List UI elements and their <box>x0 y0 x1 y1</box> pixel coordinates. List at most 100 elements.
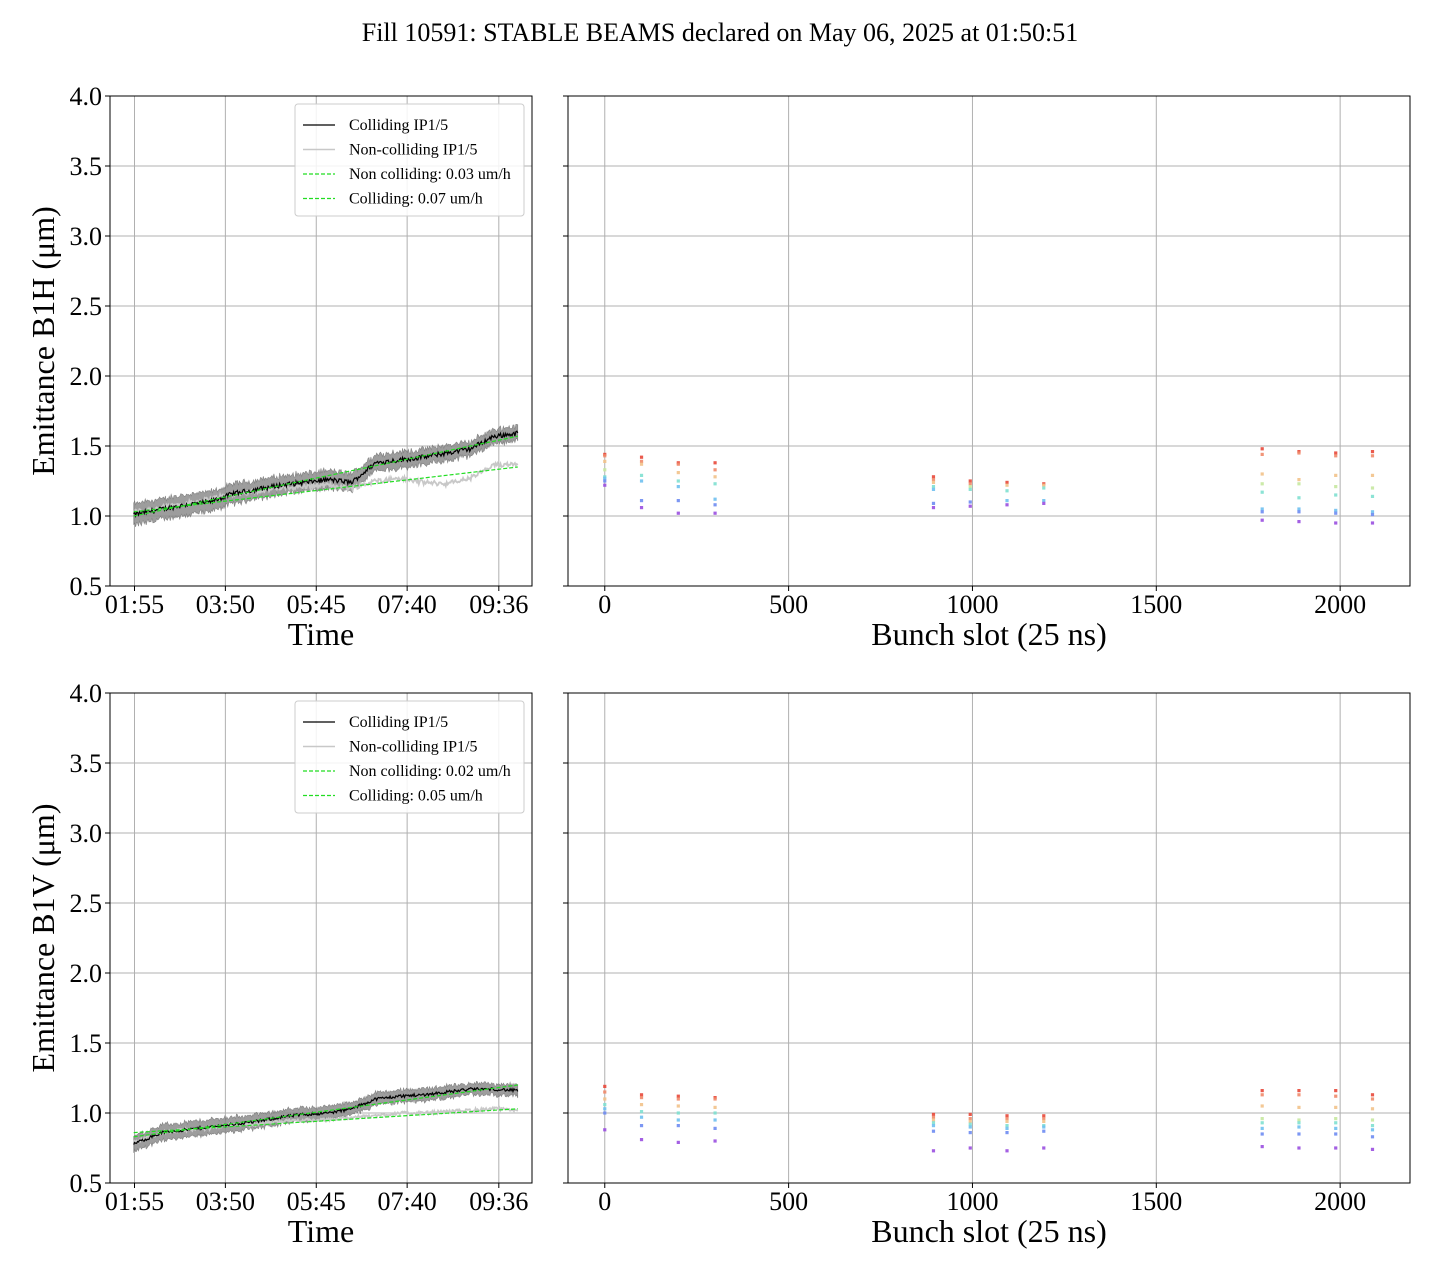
bunch-point <box>931 1115 936 1119</box>
x-tick-label: 1500 <box>1130 590 1182 619</box>
bunch-point <box>1260 452 1264 456</box>
bunch-point <box>676 485 680 489</box>
x-tick-label: 09:36 <box>469 1187 528 1216</box>
x-tick-label: 2000 <box>1314 1187 1366 1216</box>
bunch-point <box>639 499 644 503</box>
bunch-point <box>1260 472 1264 476</box>
y-tick-label: 1.5 <box>70 1029 103 1058</box>
bunch-point <box>1334 454 1338 458</box>
bunch-point <box>1260 1121 1264 1125</box>
bunch-point <box>1005 480 1009 484</box>
bunch-point <box>1260 1093 1264 1097</box>
bunch-point <box>713 468 717 472</box>
bunch-point <box>968 1131 972 1135</box>
bunch-point <box>1370 510 1375 514</box>
bunch-point <box>1005 489 1009 493</box>
bunch-point <box>1297 1121 1301 1125</box>
bunch-point <box>639 473 644 477</box>
y-tick-label: 1.0 <box>70 1099 103 1128</box>
y-tick-label: 4.0 <box>70 679 103 708</box>
legend-label: Non colliding: 0.02 um/h <box>349 763 511 780</box>
bunch-point <box>1334 451 1338 455</box>
bunch-point <box>1334 485 1338 489</box>
y-ticks: 0.5 1.0 1.5 2.0 2.5 3.0 3.5 4.0 <box>70 82 110 601</box>
bunch-point <box>713 503 717 507</box>
bunch-point <box>713 1126 717 1130</box>
bunch-point <box>1334 1146 1338 1150</box>
x-tick-label: 01:55 <box>105 590 164 619</box>
y-tick-label: 3.5 <box>70 749 103 778</box>
bunch-point <box>1334 508 1338 512</box>
bunch-point <box>1297 496 1301 500</box>
bunch-point <box>1042 501 1046 505</box>
bunch-point <box>639 1093 644 1097</box>
bunch-point <box>931 501 936 505</box>
bunch-point <box>639 1138 644 1142</box>
x-tick-label: 03:50 <box>196 1187 255 1216</box>
bunch-point <box>1334 1105 1338 1109</box>
bunch-point <box>603 1097 607 1101</box>
y-tick-label: 2.5 <box>70 889 103 918</box>
y-tick-label: 2.0 <box>70 362 103 391</box>
bunch-point <box>968 1117 972 1121</box>
series-colliding <box>133 1086 519 1145</box>
bunch-point <box>1005 1119 1009 1123</box>
legend-box <box>294 103 525 217</box>
y-tick-label: 3.5 <box>70 152 103 181</box>
subplot-time-b1v: Colliding IP1/5 Non-colliding IP1/5 Non co… <box>25 679 533 1249</box>
legend: Colliding IP1/5 Non-colliding IP1/5 Non co… <box>294 103 525 217</box>
bunch-point <box>931 1118 936 1122</box>
subplot-bunch-b1v: 0 500 1000 1500 2000 Bunch slot (25 ns) <box>563 692 1411 1249</box>
bunch-point <box>931 506 936 510</box>
y-ticks <box>563 95 568 587</box>
bunch-point <box>1334 521 1338 525</box>
x-tick-label: 500 <box>769 590 808 619</box>
bunch-point <box>1005 499 1009 503</box>
x-axis-label: Bunch slot (25 ns) <box>871 616 1107 652</box>
bunch-point <box>968 487 972 491</box>
bunch-point <box>676 499 680 503</box>
legend-label: Colliding IP1/5 <box>349 117 448 134</box>
axes-frame <box>567 692 1411 1184</box>
bunch-point <box>1297 1105 1301 1109</box>
bunch-point <box>1297 520 1301 524</box>
bunch-point <box>1005 503 1009 507</box>
bunch-point <box>676 1104 680 1108</box>
bunch-point <box>931 1112 936 1116</box>
bunch-point <box>968 485 972 489</box>
bunch-point <box>1334 511 1338 515</box>
bunch-point <box>968 1125 972 1129</box>
legend-label: Non colliding: 0.03 um/h <box>349 166 511 183</box>
bunch-point <box>1005 1126 1009 1130</box>
bunch-point <box>968 1112 972 1116</box>
subplot-time-b1h: Colliding IP1/5 Non-colliding IP1/5 Non co… <box>25 82 533 652</box>
bunch-point <box>931 478 936 482</box>
x-ticks: 0 500 1000 1500 2000 <box>598 1183 1366 1216</box>
x-axis-label: Time <box>288 1213 354 1249</box>
bunch-point <box>1260 510 1264 514</box>
bunch-point <box>676 471 680 475</box>
bunch-point <box>603 1090 607 1094</box>
bunch-point <box>1370 1107 1375 1111</box>
y-tick-label: 1.5 <box>70 432 103 461</box>
bunch-point <box>1042 1117 1046 1121</box>
bunch-point <box>968 479 972 483</box>
plot-area <box>132 424 519 527</box>
bunch-point <box>713 497 717 501</box>
y-tick-label: 3.0 <box>70 222 103 251</box>
bunch-point <box>603 1103 607 1107</box>
bunch-point <box>1260 1132 1264 1136</box>
fit-colliding <box>133 1084 518 1138</box>
bunch-point <box>1260 482 1264 486</box>
bunch-point <box>1260 1089 1264 1093</box>
y-axis-label: Emittance B1V (μm) <box>25 804 61 1073</box>
bunch-point <box>639 479 644 483</box>
bunch-point <box>1334 1117 1338 1121</box>
bunch-point <box>603 459 607 463</box>
bunch-point <box>713 482 717 486</box>
bunch-point <box>1370 521 1375 525</box>
y-axis-label: Emittance B1H (μm) <box>25 206 61 476</box>
y-tick-label: 2.5 <box>70 292 103 321</box>
bunch-point <box>1297 507 1301 511</box>
